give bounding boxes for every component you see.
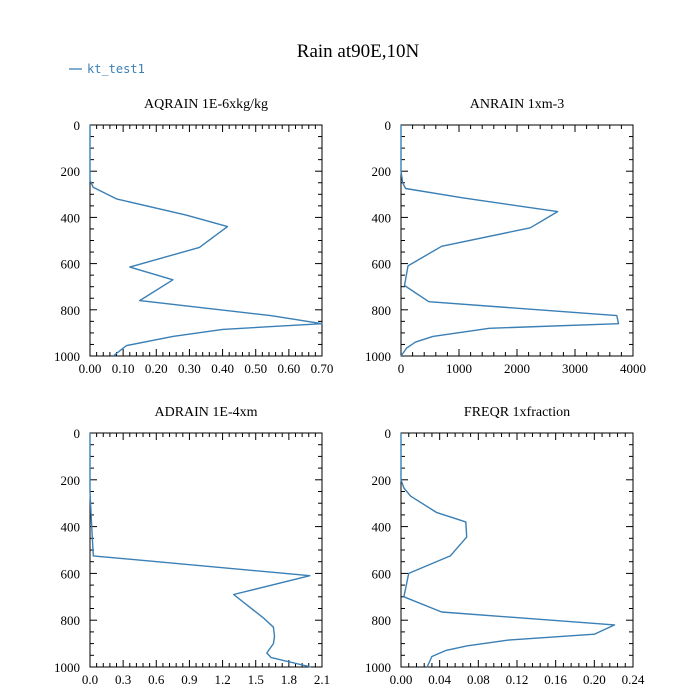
series-line-1 <box>89 125 323 357</box>
y-tick-label: 800 <box>372 303 392 318</box>
chart-panel-4: FREQR 1xfraction 0.00 0.04 0.08 0.12 0.16 0.20… <box>365 405 645 687</box>
chart-panel-3: ADRAIN 1E-4xm 0.0 0.3 0.6 0.9 1.2 1.5 1.8 2.1 0 20… <box>54 405 330 687</box>
x-tick-label: 0.10 <box>112 361 135 376</box>
x-tick-label: 0.50 <box>244 361 267 376</box>
x-tick-label: 0.70 <box>311 361 334 376</box>
series-line-1 <box>400 433 616 668</box>
x-tick-label: 0 <box>398 361 405 376</box>
y-tick-label: 400 <box>372 520 392 535</box>
x-tick-label: 0.20 <box>583 672 606 687</box>
x-tick-label: 0.20 <box>145 361 168 376</box>
y-tick-label: 200 <box>372 473 392 488</box>
legend: kt_test1 <box>69 62 145 76</box>
x-tick-label: 2000 <box>504 361 530 376</box>
y-tick-label: 0 <box>74 426 81 441</box>
x-tick-label: 1.8 <box>281 672 297 687</box>
y-tick-label: 400 <box>61 210 81 225</box>
y-tick-label: 800 <box>61 303 81 318</box>
y-tick-label: 600 <box>372 566 392 581</box>
y-tick-label: 600 <box>61 566 81 581</box>
x-tick-label: 0.08 <box>467 672 490 687</box>
x-tick-label: 0.3 <box>115 672 131 687</box>
plot-frame <box>89 124 323 357</box>
x-tick-label: 0.04 <box>428 672 451 687</box>
chart-panel-2: ANRAIN 1xm-3 0 1000 2000 3000 4000 0 200 400 600 8… <box>365 97 646 376</box>
y-tick-label: 1000 <box>365 349 391 364</box>
y-tick-label: 1000 <box>54 349 80 364</box>
y-tick-label: 400 <box>61 520 81 535</box>
panel-title: ADRAIN 1E-4xm <box>154 405 257 420</box>
x-tick-label: 0.6 <box>148 672 165 687</box>
x-tick-label: 0.00 <box>79 361 102 376</box>
x-tick-label: 1.2 <box>214 672 230 687</box>
y-tick-label: 200 <box>61 164 81 179</box>
x-tick-label: 0.24 <box>622 672 645 687</box>
series-line-1 <box>400 125 620 357</box>
panel-title: FREQR 1xfraction <box>464 405 570 420</box>
x-tick-label: 4000 <box>620 361 646 376</box>
panel-title: ANRAIN 1xm-3 <box>470 97 565 112</box>
panels: AQRAIN 1E-6xkg/kg0.00 0.10 0.20 0.30 0.40 0.5… <box>54 97 646 687</box>
x-tick-label: 0.16 <box>544 672 567 687</box>
y-tick-label: 400 <box>372 210 392 225</box>
y-tick-label: 600 <box>372 257 392 272</box>
y-tick-label: 0 <box>74 118 81 133</box>
x-tick-label: 0.0 <box>82 672 98 687</box>
y-tick-label: 800 <box>372 613 392 628</box>
figure-title: Rain at90E,10N <box>297 41 420 62</box>
plot-frame <box>89 432 323 668</box>
x-tick-label: 0.12 <box>506 672 529 687</box>
y-tick-label: 800 <box>61 613 81 628</box>
x-tick-label: 0.60 <box>277 361 300 376</box>
y-tick-label: 0 <box>385 118 392 133</box>
x-tick-label: 0.30 <box>178 361 201 376</box>
chart-panel-1: AQRAIN 1E-6xkg/kg 0.00 0.10 0.20 0.30 0.40 0.5… <box>54 97 333 376</box>
y-tick-label: 200 <box>372 164 392 179</box>
x-tick-label: 1000 <box>446 361 472 376</box>
y-tick-label: 200 <box>61 473 81 488</box>
x-tick-label: 0.00 <box>390 672 413 687</box>
y-tick-label: 1000 <box>365 660 391 675</box>
y-tick-label: 0 <box>385 426 392 441</box>
panel-title: AQRAIN 1E-6xkg/kg <box>144 97 268 112</box>
y-tick-label: 1000 <box>54 660 80 675</box>
x-tick-label: 0.40 <box>211 361 234 376</box>
x-tick-label: 0.9 <box>181 672 197 687</box>
x-tick-label: 3000 <box>562 361 588 376</box>
legend-label: kt_test1 <box>87 62 145 76</box>
y-tick-label: 600 <box>61 257 81 272</box>
series-line-1 <box>89 433 312 668</box>
x-tick-label: 1.5 <box>248 672 264 687</box>
x-tick-label: 2.1 <box>314 672 330 687</box>
plot-frame <box>400 124 634 357</box>
